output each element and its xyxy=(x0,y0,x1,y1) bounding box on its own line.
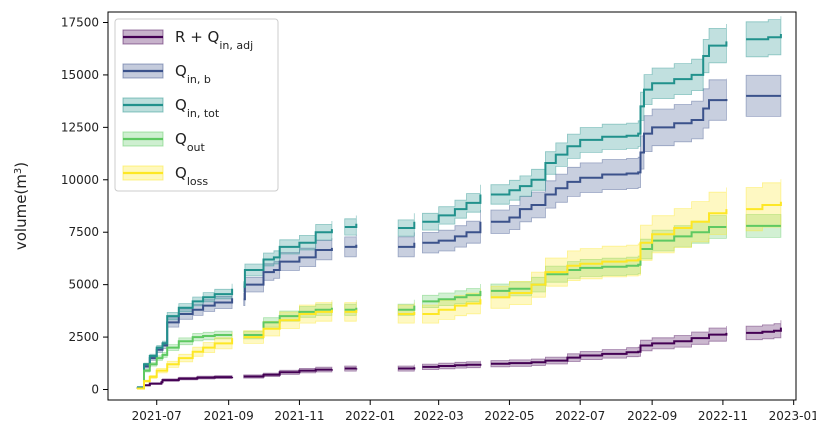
x-tick-label: 2022-11 xyxy=(698,409,748,423)
legend-entry-label: Qloss xyxy=(175,164,208,188)
band-3-segment-5 xyxy=(490,215,727,299)
y-tick-label: 5000 xyxy=(68,278,99,292)
y-tick-label: 17500 xyxy=(61,15,99,29)
legend-box xyxy=(114,18,279,192)
series-0-segment-1 xyxy=(243,368,333,378)
series-1-segment-5 xyxy=(490,99,728,223)
y-tick-label: 12500 xyxy=(61,120,99,134)
plot-frame xyxy=(107,11,797,401)
series-2-segment-3 xyxy=(398,221,416,229)
series-3-segment-4 xyxy=(422,290,482,303)
band-2-segment-5 xyxy=(490,24,727,205)
series-3-segment-0 xyxy=(137,334,233,390)
series-1-segment-4 xyxy=(422,221,482,244)
y-tick-label: 0 xyxy=(91,383,99,397)
series-1-segment-3 xyxy=(398,242,416,248)
y-axis-label-text: volume(m xyxy=(12,174,30,250)
y-axis-label: volume(m3) xyxy=(12,162,30,250)
series-4-segment-0 xyxy=(137,338,234,390)
legend-entry-label: Qin, tot xyxy=(175,96,220,120)
band-1-segment-2 xyxy=(344,234,357,258)
x-tick-label: 2022-05 xyxy=(484,409,534,423)
series-0-segment-6 xyxy=(746,327,782,334)
series-2-segment-1 xyxy=(243,229,333,288)
series-0-segment-3 xyxy=(398,367,416,370)
series-1-segment-2 xyxy=(344,244,358,248)
x-tick-label: 2023-01 xyxy=(769,409,816,423)
band-4-segment-5 xyxy=(490,187,727,309)
legend-entry-label: R + Qin, adj xyxy=(175,28,253,52)
y-axis-label-close: ) xyxy=(12,162,30,168)
x-axis: 2021-07 2021-09 2021-11 2022-01 2022-03 2022-… xyxy=(132,400,816,423)
band-3-segment-3 xyxy=(397,299,415,316)
series-4-segment-4 xyxy=(422,299,482,315)
x-tick-label: 2022-09 xyxy=(627,409,677,423)
x-tick-label: 2022-01 xyxy=(345,409,395,423)
legend-entry-label: Qout xyxy=(175,130,206,154)
band-2-segment-4 xyxy=(421,184,481,231)
legend: R + Qin, adj Qin, b Qin, tot Qout Qloss xyxy=(114,18,279,192)
series-2-segment-0 xyxy=(137,288,234,389)
y-axis: 0 2500 5000 7500 10000 12500 15000 17500 xyxy=(61,15,108,397)
band-4-segment-3 xyxy=(397,302,415,324)
series-3-segment-3 xyxy=(398,305,416,311)
x-tick-label: 2022-07 xyxy=(555,409,605,423)
series-2-segment-5 xyxy=(490,41,728,196)
series-lines xyxy=(137,34,782,390)
x-tick-label: 2021-11 xyxy=(274,409,324,423)
series-4-segment-1 xyxy=(243,309,333,339)
series-4-segment-3 xyxy=(398,311,416,315)
legend-entry-label: Qin, b xyxy=(175,62,211,86)
x-tick-label: 2022-03 xyxy=(414,409,464,423)
y-axis-label-superscript: 3 xyxy=(13,168,24,174)
y-tick-label: 15000 xyxy=(61,68,99,82)
series-2-segment-2 xyxy=(344,223,358,228)
series-0-segment-0 xyxy=(137,376,234,390)
series-1-segment-1 xyxy=(243,247,333,301)
y-tick-label: 10000 xyxy=(61,173,99,187)
x-tick-label: 2021-09 xyxy=(204,409,254,423)
band-2-segment-2 xyxy=(344,215,357,236)
series-2-segment-6 xyxy=(746,34,782,41)
y-tick-label: 2500 xyxy=(68,330,99,344)
series-0-segment-4 xyxy=(422,363,482,368)
y-tick-label: 7500 xyxy=(68,225,99,239)
band-0-segment-6 xyxy=(745,320,782,341)
series-2-segment-4 xyxy=(422,194,482,223)
band-2-segment-3 xyxy=(397,213,415,237)
series-4-segment-5 xyxy=(490,209,728,299)
series-4-segment-2 xyxy=(344,309,358,313)
band-1-segment-3 xyxy=(397,232,415,258)
band-2-segment-6 xyxy=(745,16,782,58)
x-tick-label: 2021-07 xyxy=(132,409,182,423)
confidence-bands xyxy=(136,16,782,390)
series-0-segment-5 xyxy=(490,332,728,365)
series-4-segment-6 xyxy=(746,201,782,211)
band-0-segment-5 xyxy=(490,326,727,368)
